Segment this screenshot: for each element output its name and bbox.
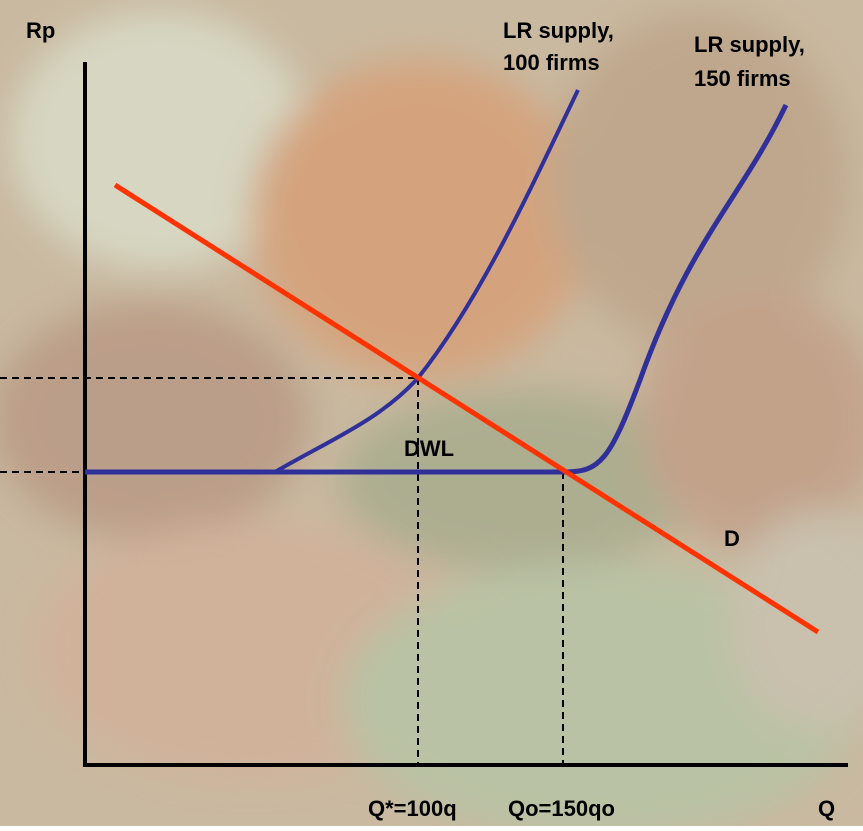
background-photo (0, 0, 863, 826)
supply-100-label: 100 firms (503, 50, 600, 75)
x-axis-label: Q (818, 796, 835, 821)
supply-150-label: 150 firms (694, 66, 791, 91)
diagram: Rp Q LR supply, 100 firms LR supply, 150… (0, 0, 863, 826)
y-axis-label: Rp (26, 18, 55, 43)
demand-label: D (724, 526, 740, 551)
x-marker-label: Q*=100q (368, 796, 457, 821)
x-marker-label: Qo=150qo (508, 796, 615, 821)
supply-150-label: LR supply, (694, 32, 805, 57)
dwl-label: DWL (404, 436, 454, 461)
supply-100-label: LR supply, (503, 18, 614, 43)
